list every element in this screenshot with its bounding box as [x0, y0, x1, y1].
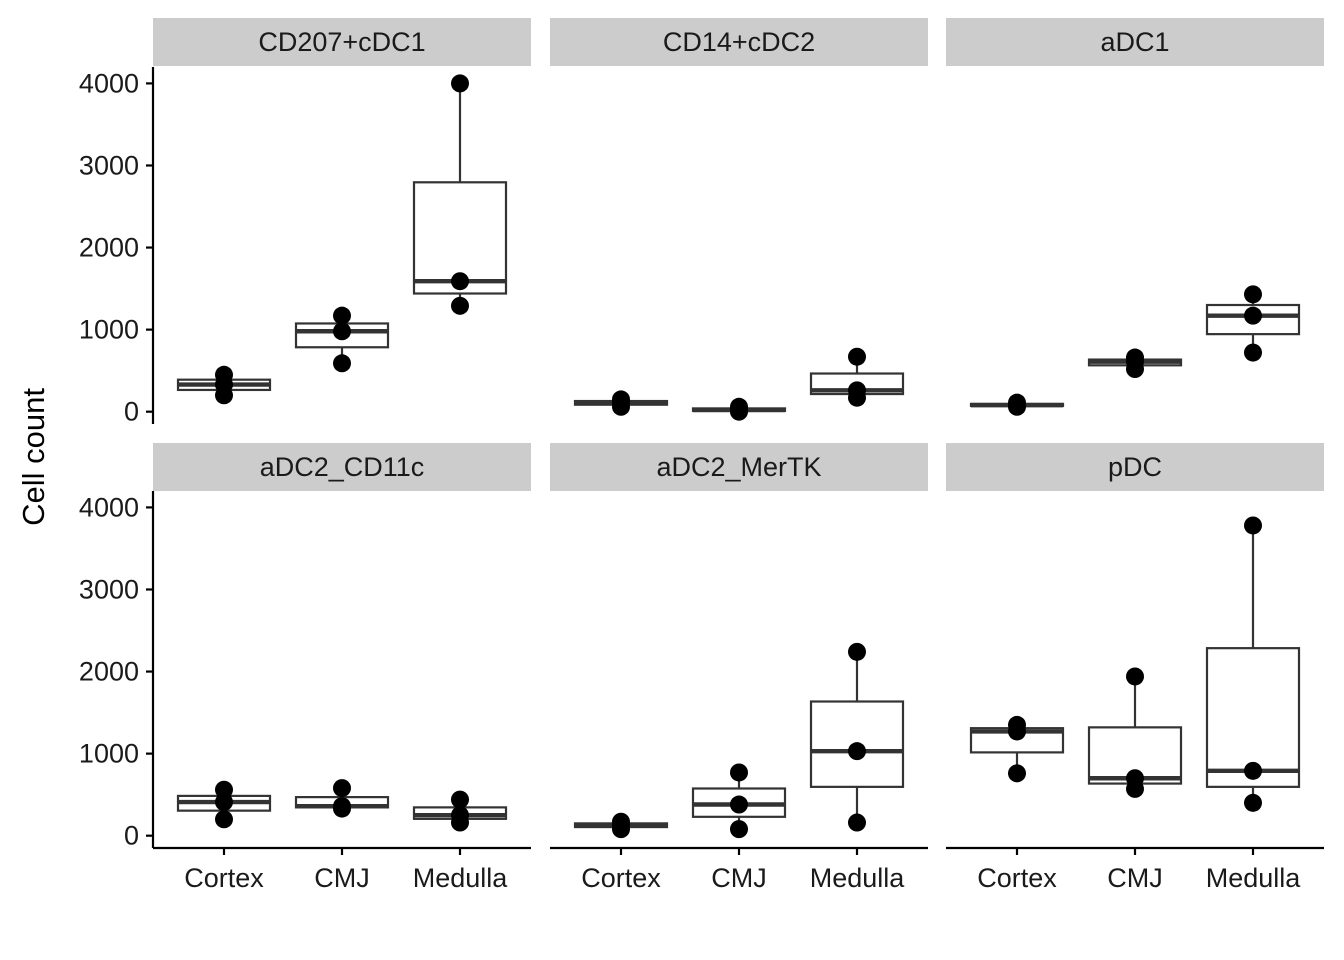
y-tick-label: 3000: [79, 574, 139, 604]
facet-panel-cd207-cdc1: CD207+cDC1 0 1000 2000 3000 4000: [79, 18, 531, 427]
data-point: [451, 272, 469, 291]
x-tick-label: Cortex: [977, 863, 1057, 893]
y-tick-label: 1000: [79, 739, 139, 769]
data-point: [333, 306, 351, 325]
data-point: [451, 296, 469, 315]
y-tick-label: 4000: [79, 492, 139, 522]
facet-panels: CD207+cDC1 0 1000 2000 3000 4000 CD14+cDC2 aDC1…: [79, 18, 1324, 893]
data-point: [848, 742, 866, 761]
data-point: [1244, 306, 1262, 325]
data-point: [215, 365, 233, 384]
box-medulla: [809, 642, 905, 832]
facet-strip-title: CD207+cDC1: [258, 27, 425, 57]
facet-strip-title: CD14+cDC2: [663, 27, 815, 57]
box-cortex: [969, 393, 1065, 416]
facet-strip: [153, 443, 531, 491]
y-axis-title: Cell count: [16, 388, 51, 526]
facet-strip: [946, 18, 1324, 66]
x-tick-label: Medulla: [413, 863, 509, 893]
y-tick-label: 1000: [79, 315, 139, 345]
data-point: [730, 763, 748, 782]
x-tick-label: CMJ: [314, 863, 370, 893]
data-point: [1244, 761, 1262, 780]
y-tick-label: 2000: [79, 233, 139, 263]
facet-strip: [550, 443, 928, 491]
box-medulla: [412, 790, 508, 832]
box-cmj: [1087, 667, 1183, 798]
data-point: [1244, 793, 1262, 812]
facet-strip-title: pDC: [1108, 452, 1162, 482]
data-point: [1126, 769, 1144, 788]
box-cmj: [294, 306, 390, 373]
data-point: [848, 347, 866, 366]
data-point: [451, 806, 469, 825]
data-point: [451, 790, 469, 809]
data-point: [333, 797, 351, 816]
x-tick-label: Cortex: [184, 863, 264, 893]
y-tick-label: 0: [124, 397, 139, 427]
data-point: [215, 793, 233, 812]
box-cortex: [573, 812, 669, 839]
box-cortex: [176, 780, 272, 829]
box-medulla: [1205, 516, 1301, 812]
box-cortex: [969, 715, 1065, 783]
data-point: [1244, 285, 1262, 304]
facet-strip: [550, 18, 928, 66]
data-point: [333, 779, 351, 798]
facet-panel-adc2-cd11c: aDC2_CD11c 0 1000 2000 3000 4000 Cortex CMJ Medu…: [79, 443, 531, 893]
facet-strip-title: aDC1: [1100, 27, 1169, 57]
facet-panel-cd14-cdc2: CD14+cDC2: [550, 18, 928, 421]
data-point: [730, 820, 748, 839]
box-cortex: [573, 390, 669, 416]
box-cmj: [1087, 348, 1183, 379]
box-medulla: [809, 347, 905, 407]
x-tick-label: CMJ: [1107, 863, 1163, 893]
y-tick-label: 3000: [79, 150, 139, 180]
box-medulla: [1205, 285, 1301, 362]
data-point: [333, 322, 351, 341]
data-point: [1244, 343, 1262, 362]
data-point: [730, 795, 748, 814]
data-point: [612, 812, 630, 831]
box-cmj: [691, 763, 787, 839]
x-tick-label: Cortex: [581, 863, 661, 893]
y-tick-label: 2000: [79, 657, 139, 687]
data-point: [1008, 715, 1026, 734]
y-tick-label: 4000: [79, 68, 139, 98]
box-medulla: [412, 74, 508, 315]
facet-strip-title: aDC2_MerTK: [656, 452, 821, 482]
x-tick-label: Medulla: [1206, 863, 1302, 893]
x-tick-label: CMJ: [711, 863, 767, 893]
facet-panel-adc1: aDC1: [946, 18, 1324, 416]
data-point: [215, 780, 233, 799]
data-point: [848, 642, 866, 661]
y-tick-label: 0: [124, 821, 139, 851]
data-point: [848, 813, 866, 832]
data-point: [1244, 516, 1262, 535]
data-point: [730, 397, 748, 416]
facet-strip: [946, 443, 1324, 491]
data-point: [1126, 667, 1144, 686]
facet-panel-adc2-mertk: aDC2_MerTK Cortex CMJ Medulla: [550, 443, 928, 893]
x-tick-label: Medulla: [810, 863, 906, 893]
facet-strip: [153, 18, 531, 66]
data-point: [848, 381, 866, 400]
data-point: [451, 74, 469, 93]
box-cmj: [294, 779, 390, 818]
box-cortex: [176, 365, 272, 405]
data-point: [612, 390, 630, 409]
box-cmj: [691, 397, 787, 421]
data-point: [1126, 348, 1144, 367]
data-point: [215, 810, 233, 829]
data-point: [1008, 393, 1026, 412]
data-point: [1008, 764, 1026, 783]
facet-panel-pdc: pDC Cortex CMJ Medulla: [946, 443, 1324, 893]
facet-strip-title: aDC2_CD11c: [260, 452, 425, 482]
data-point: [333, 354, 351, 373]
